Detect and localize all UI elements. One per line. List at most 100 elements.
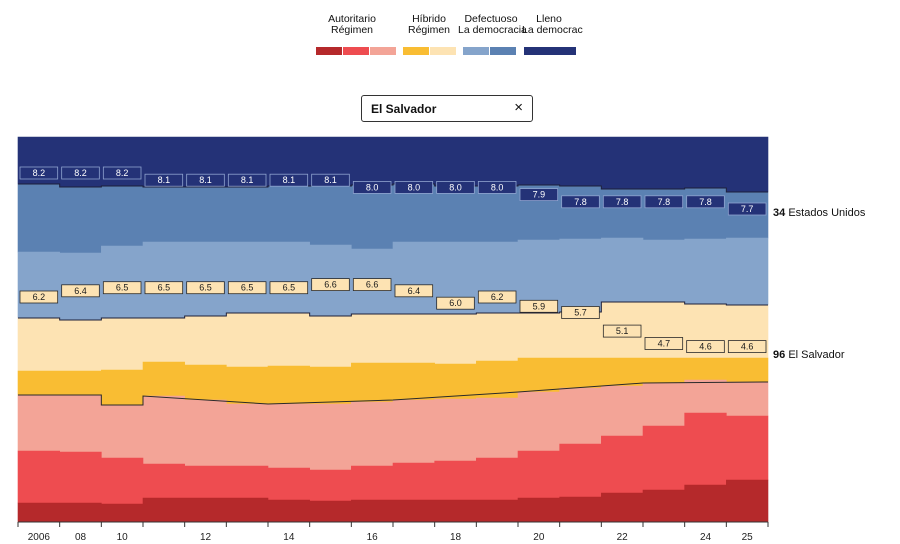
el-salvador-box [61,284,100,298]
x-tick-label: 16 [367,532,379,543]
el-salvador-value-label: 6.0 [449,298,462,308]
estados-unidos-value-label: 8.1 [283,175,296,185]
estados-unidos-box [644,195,684,209]
estados-unidos-box [227,173,267,187]
el-salvador-value-label: 5.7 [574,308,587,318]
estados-unidos-value-label: 8.1 [158,175,171,185]
end-label-estados-unidos: 34 Estados Unidos [773,207,865,219]
legend: Autoritario Régimen Híbrido Régimen Defe… [312,13,583,60]
el-salvador-box [436,296,475,310]
estados-unidos-box [102,166,142,180]
el-salvador-value-label: 6.5 [199,283,212,293]
legend-swatch-autocratic-dark [316,47,342,55]
legend-swatch-hybrid-dark [403,47,429,55]
estados-unidos-box [394,180,434,194]
el-salvador-value-label: 6.6 [324,280,337,290]
estados-unidos-value-label: 8.2 [74,168,87,178]
el-salvador-value-label: 6.2 [491,292,504,302]
end-label-rank: 96 [773,349,786,361]
end-label-country: Estados Unidos [788,207,866,219]
el-salvador-value-label: 6.5 [241,283,254,293]
el-salvador-value-label: 6.4 [408,286,421,296]
estados-unidos-value-label: 8.0 [408,182,421,192]
x-tick-label: 22 [617,532,629,543]
legend-swatch-flawed-dark [490,47,516,55]
estados-unidos-box [519,188,559,202]
estados-unidos-box [269,173,309,187]
el-salvador-value-label: 6.5 [158,283,171,293]
legend-hybrid-line1: Híbrido [412,13,446,25]
el-salvador-box [519,299,559,313]
el-salvador-value-label: 6.5 [283,283,296,293]
legend-hybrid-line2: Régimen [407,24,451,36]
el-salvador-box [686,340,725,354]
search-input[interactable]: El Salvador [371,102,437,116]
line-el-salvador [18,301,768,321]
estados-unidos-value-label: 8.1 [241,175,254,185]
el-salvador-value-label: 6.4 [74,286,87,296]
el-salvador-box [269,281,309,295]
legend-full-line2: La democrac [522,24,583,36]
el-salvador-box [227,281,267,295]
el-salvador-value-label: 4.7 [658,339,671,349]
legend-full-line1: Lleno [536,13,562,25]
estados-unidos-value-label: 8.1 [199,175,212,185]
estados-unidos-value-label: 7.8 [616,197,629,207]
el-salvador-box [102,281,142,295]
estados-unidos-value-label: 8.0 [366,182,379,192]
estados-unidos-box [477,180,517,194]
estados-unidos-box [186,173,225,187]
estados-unidos-box [311,173,350,187]
estados-unidos-value-label: 7.7 [741,204,754,214]
legend-autocratic-line1: Autoritario [328,13,376,25]
close-icon[interactable]: × [514,99,523,116]
country-search-box[interactable]: El Salvador × [361,95,533,122]
el-salvador-value-label: 5.1 [616,326,629,336]
estados-unidos-box [561,195,600,209]
x-tick-label: 24 [700,532,712,543]
estados-unidos-value-label: 8.1 [324,175,337,185]
estados-unidos-box [686,195,725,209]
el-salvador-box [186,281,225,295]
legend-flawed-line1: Defectuoso [464,13,518,25]
end-label-el-salvador: 96 El Salvador [773,349,845,361]
el-salvador-box [394,284,434,298]
el-salvador-value-label: 6.2 [33,292,46,302]
legend-swatch-full [524,47,576,55]
estados-unidos-box [436,180,475,194]
estados-unidos-box [602,195,642,209]
legend-swatch-flawed-light [463,47,489,55]
estados-unidos-value-label: 7.9 [533,190,546,200]
legend-autocratic: Autoritario Régimen [312,14,392,36]
estados-unidos-box [144,173,184,187]
estados-unidos-value-label: 7.8 [699,197,712,207]
x-tick-label: 08 [75,532,87,543]
el-salvador-value-label: 6.6 [366,280,379,290]
hybrid-autocratic-boundary-line [18,381,769,406]
legend-swatch-autocratic-mid [343,47,369,55]
estados-unidos-value-label: 8.0 [491,182,504,192]
legend-autocratic-line2: Régimen [330,24,374,36]
x-tick-label: 20 [533,532,545,543]
estados-unidos-box [61,166,100,180]
x-tick-label: 10 [117,532,129,543]
estados-unidos-value-label: 8.2 [116,168,129,178]
estados-unidos-box [19,166,59,180]
x-tick-label: 25 [742,532,754,543]
x-tick-label: 12 [200,532,212,543]
el-salvador-value-label: 5.9 [533,301,546,311]
line-estados-unidos [18,183,768,193]
x-tick-label: 18 [450,532,462,543]
el-salvador-box [311,278,350,292]
el-salvador-value-label: 4.6 [699,342,712,352]
x-tick-label: 14 [283,532,295,543]
el-salvador-box [727,340,767,354]
estados-unidos-value-label: 8.0 [449,182,462,192]
el-salvador-box [19,290,59,304]
el-salvador-box [561,306,600,319]
estados-unidos-value-label: 7.8 [658,197,671,207]
legend-full: Lleno La democrac [522,13,583,36]
legend-swatch-hybrid-light [430,47,456,55]
legend-flawed-line2: La democracia [458,24,527,36]
